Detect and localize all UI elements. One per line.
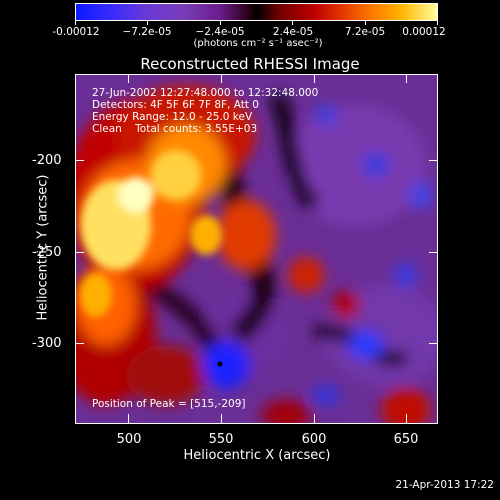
- info-detectors: Detectors: 4F 5F 6F 7F 8F, Att 0: [92, 99, 259, 111]
- timestamp: 21-Apr-2013 17:22: [395, 479, 494, 491]
- x-tick-label: 600: [301, 432, 327, 447]
- rhessi-image-plot: [75, 74, 438, 424]
- colorbar-unit-label: (photons cm⁻² s⁻¹ asec⁻²): [193, 38, 323, 49]
- colorbar-tick-label: −2.4e-05: [195, 26, 245, 38]
- y-tick-label: -300: [32, 336, 62, 351]
- x-tick-label: 500: [116, 432, 142, 447]
- info-clean-counts: Clean Total counts: 3.55E+03: [92, 123, 258, 135]
- x-axis-title: Heliocentric X (arcsec): [183, 448, 331, 463]
- colorbar-tick-label: 2.4e-05: [272, 26, 314, 38]
- colorbar-tick-label: −7.2e-05: [122, 26, 172, 38]
- colorbar-tick-label: -0.00012: [52, 26, 100, 38]
- rhessi-image: [76, 75, 437, 423]
- y-tick-label: -200: [32, 153, 62, 168]
- minimum-marker: [217, 361, 223, 367]
- y-axis-title: Heliocentric Y (arcsec): [35, 174, 51, 321]
- x-tick-label: 650: [393, 432, 419, 447]
- colorbar: [75, 3, 438, 21]
- y-tick-label: -250: [32, 245, 62, 260]
- plot-title: Reconstructed RHESSI Image: [140, 55, 360, 73]
- colorbar-tick-label: 7.2e-05: [344, 26, 386, 38]
- x-tick-label: 550: [208, 432, 234, 447]
- info-time-range: 27-Jun-2002 12:27:48.000 to 12:32:48.000: [92, 87, 319, 99]
- peak-position-label: Position of Peak = [515,-209]: [92, 398, 246, 410]
- colorbar-tick-label: 0.00012: [402, 26, 446, 38]
- info-energy-range: Energy Range: 12.0 - 25.0 keV: [92, 111, 253, 123]
